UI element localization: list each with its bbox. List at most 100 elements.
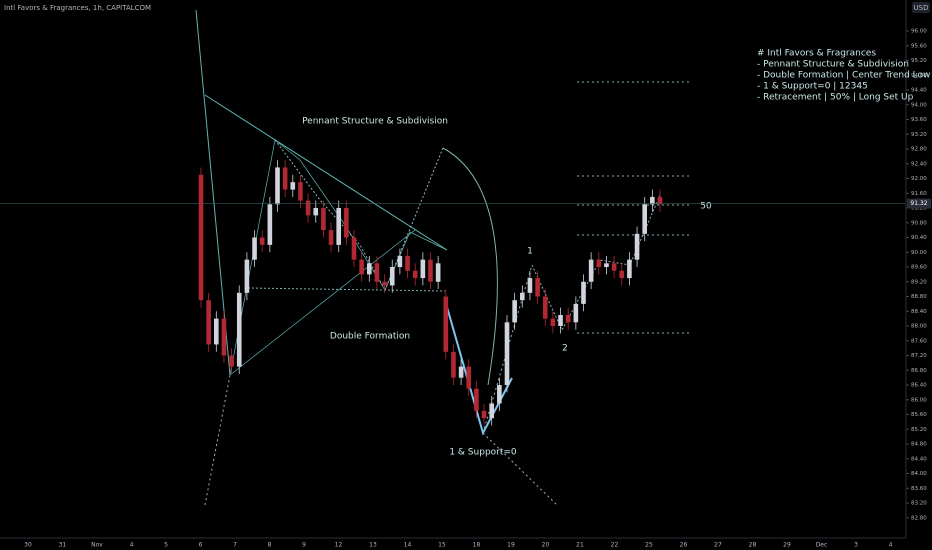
symbol-title: Intl Favors & Fragrances, 1h, CAPITALCOM — [4, 4, 151, 12]
candle-body — [458, 366, 464, 378]
candle-body — [214, 318, 219, 345]
candle-body — [267, 204, 273, 245]
annotation: Pennant Structure & Subdivision — [302, 117, 448, 127]
note-line: - Retracement | 50% | Long Set Up — [757, 93, 914, 103]
candle-body — [611, 263, 617, 271]
x-tick-label: 4 — [889, 542, 893, 549]
trend-line — [204, 94, 448, 251]
y-tick-label: 94.40 — [911, 88, 927, 94]
candle-body — [550, 318, 556, 327]
note-line: # Intl Favors & Fragrances — [757, 49, 876, 59]
y-tick-label: 88.00 — [911, 324, 927, 330]
x-tick-label: 22 — [611, 542, 619, 549]
candle-body — [581, 281, 586, 304]
dashed-line — [482, 432, 558, 506]
x-tick-label: 8 — [268, 542, 272, 549]
candle-body — [542, 296, 548, 319]
candle-body — [229, 355, 234, 367]
candle-body — [344, 208, 349, 238]
y-tick-label: 85.60 — [911, 412, 927, 418]
annotation: 1 — [527, 247, 533, 257]
candle-body — [298, 182, 303, 201]
candle-body — [657, 196, 663, 205]
y-tick-label: 90.40 — [911, 235, 927, 241]
dashed-line — [204, 374, 231, 506]
trend-line — [229, 229, 416, 376]
candle-body — [397, 255, 403, 268]
candle-body — [236, 292, 242, 367]
x-tick-label: 28 — [749, 542, 757, 549]
y-tick-label: 95.20 — [911, 58, 927, 64]
candle-body — [389, 267, 395, 286]
y-tick-label: 95.60 — [911, 43, 927, 49]
candle-body — [474, 388, 479, 411]
y-tick-label: 83.20 — [911, 501, 927, 507]
y-tick-label: 85.20 — [911, 427, 927, 433]
annotation: 1 & Support=0 — [449, 448, 517, 458]
y-tick-label: 83.60 — [911, 486, 927, 492]
x-tick-label: 20 — [542, 542, 550, 549]
x-tick-label: Dec — [816, 542, 828, 549]
candle-body — [351, 237, 357, 260]
currency-label[interactable]: USD — [914, 4, 929, 12]
candle-body — [504, 322, 510, 386]
dashed-line — [247, 287, 446, 292]
x-tick-label: 21 — [576, 542, 584, 549]
x-tick-label: 6 — [199, 542, 203, 549]
candle-body — [252, 237, 257, 260]
candle-body — [650, 196, 655, 205]
candle-body — [558, 314, 563, 327]
annotation: 2 — [562, 344, 568, 354]
y-tick-label: 86.80 — [911, 368, 927, 374]
y-tick-label: 92.00 — [911, 176, 927, 182]
candle-body — [565, 314, 571, 323]
x-tick-label: 4 — [130, 542, 134, 549]
candle-body — [275, 167, 280, 205]
candle-body — [290, 182, 296, 190]
y-tick-label: 92.40 — [911, 161, 927, 167]
y-tick-label: 89.60 — [911, 265, 927, 271]
candle-body — [313, 208, 319, 216]
y-tick-label: 90.80 — [911, 220, 927, 226]
y-tick-label: 84.00 — [911, 471, 927, 477]
candle-body — [336, 208, 341, 245]
annotation: Double Formation — [330, 332, 410, 342]
candle-body — [428, 259, 433, 282]
candle-body — [588, 259, 594, 282]
candle-body — [367, 263, 372, 275]
x-tick-label: 12 — [335, 542, 343, 549]
y-tick-label: 94.80 — [911, 73, 927, 79]
currency-button[interactable] — [912, 2, 930, 13]
candle-body — [466, 366, 472, 389]
note-line: - Pennant Structure & Subdivision — [757, 60, 909, 70]
candle-body — [420, 259, 426, 279]
note-line: - Double Formation | Center Trend Low — [757, 71, 930, 81]
candle-body — [374, 263, 380, 282]
candle-body — [527, 278, 533, 293]
y-tick-label: 93.60 — [911, 117, 927, 123]
candle-body — [321, 208, 326, 231]
candle-body — [634, 233, 640, 260]
x-tick-label: 9 — [302, 542, 306, 549]
candle-body — [359, 259, 364, 275]
candle-body — [535, 278, 540, 297]
x-tick-label: 5 — [164, 542, 168, 549]
y-tick-label: 87.60 — [911, 338, 927, 344]
candle-body — [206, 300, 211, 345]
y-tick-label: 86.40 — [911, 383, 927, 389]
x-tick-label: 30 — [24, 542, 32, 549]
candle-body — [573, 303, 579, 323]
candle-body — [512, 300, 517, 323]
candle-body — [382, 281, 387, 286]
y-tick-label: 87.20 — [911, 353, 927, 359]
candle-body — [481, 410, 487, 419]
y-tick-label: 86.00 — [911, 397, 927, 403]
y-tick-label: 96.00 — [911, 29, 927, 35]
candle-body — [435, 263, 441, 282]
candle-body — [596, 259, 602, 268]
y-tick-label: 88.80 — [911, 294, 927, 300]
x-tick-label: 27 — [714, 542, 722, 549]
x-tick-label: 19 — [507, 542, 515, 549]
